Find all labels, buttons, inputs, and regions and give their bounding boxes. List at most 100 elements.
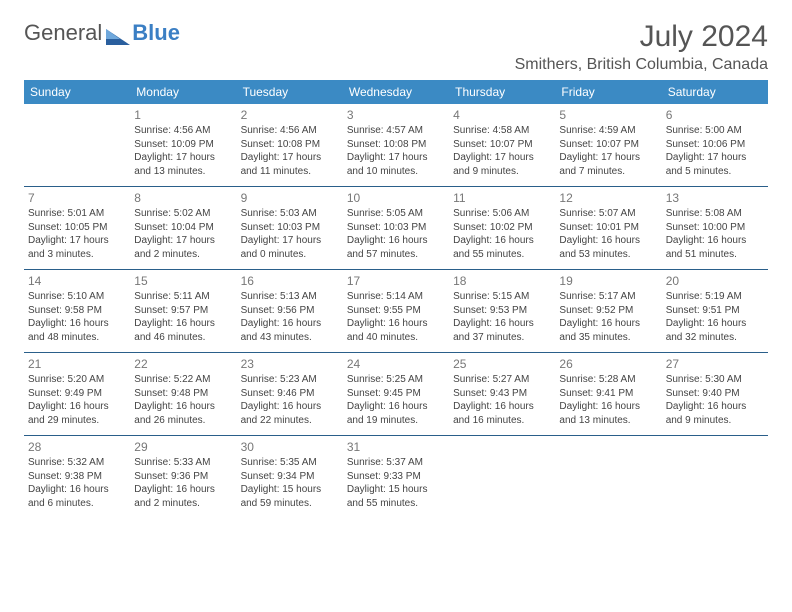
calendar-day-cell: 17Sunrise: 5:14 AMSunset: 9:55 PMDayligh… — [343, 270, 449, 352]
sunrise-text: Sunrise: 5:37 AM — [347, 456, 445, 470]
sunrise-text: Sunrise: 5:02 AM — [134, 207, 232, 221]
sunset-text: Sunset: 9:57 PM — [134, 304, 232, 318]
daylight-text: Daylight: 16 hours and 43 minutes. — [241, 317, 339, 344]
sunrise-text: Sunrise: 5:32 AM — [28, 456, 126, 470]
calendar-day-cell: 14Sunrise: 5:10 AMSunset: 9:58 PMDayligh… — [24, 270, 130, 352]
day-number: 13 — [666, 190, 764, 206]
calendar-day-cell: 28Sunrise: 5:32 AMSunset: 9:38 PMDayligh… — [24, 436, 130, 518]
daylight-text: Daylight: 17 hours and 5 minutes. — [666, 151, 764, 178]
sunset-text: Sunset: 9:41 PM — [559, 387, 657, 401]
calendar-day-cell: 29Sunrise: 5:33 AMSunset: 9:36 PMDayligh… — [130, 436, 236, 518]
day-number: 29 — [134, 439, 232, 455]
sunrise-text: Sunrise: 5:33 AM — [134, 456, 232, 470]
day-number: 12 — [559, 190, 657, 206]
sunrise-text: Sunrise: 5:06 AM — [453, 207, 551, 221]
sunset-text: Sunset: 9:40 PM — [666, 387, 764, 401]
daylight-text: Daylight: 16 hours and 32 minutes. — [666, 317, 764, 344]
day-number: 25 — [453, 356, 551, 372]
sunrise-text: Sunrise: 5:14 AM — [347, 290, 445, 304]
day-number: 28 — [28, 439, 126, 455]
day-number: 3 — [347, 107, 445, 123]
daylight-text: Daylight: 16 hours and 40 minutes. — [347, 317, 445, 344]
daylight-text: Daylight: 16 hours and 46 minutes. — [134, 317, 232, 344]
calendar-page: General Blue July 2024 Smithers, British… — [0, 0, 792, 538]
daylight-text: Daylight: 16 hours and 9 minutes. — [666, 400, 764, 427]
sunset-text: Sunset: 10:06 PM — [666, 138, 764, 152]
calendar-week-row: 1Sunrise: 4:56 AMSunset: 10:09 PMDayligh… — [24, 104, 768, 186]
calendar-day-cell: 21Sunrise: 5:20 AMSunset: 9:49 PMDayligh… — [24, 353, 130, 435]
day-number: 4 — [453, 107, 551, 123]
sunrise-text: Sunrise: 5:28 AM — [559, 373, 657, 387]
daylight-text: Daylight: 15 hours and 59 minutes. — [241, 483, 339, 510]
sunrise-text: Sunrise: 5:03 AM — [241, 207, 339, 221]
logo-text-2: Blue — [132, 20, 180, 46]
daylight-text: Daylight: 16 hours and 55 minutes. — [453, 234, 551, 261]
month-title: July 2024 — [515, 20, 768, 54]
calendar-day-cell: 13Sunrise: 5:08 AMSunset: 10:00 PMDaylig… — [662, 187, 768, 269]
calendar-day-cell: 18Sunrise: 5:15 AMSunset: 9:53 PMDayligh… — [449, 270, 555, 352]
sunset-text: Sunset: 9:43 PM — [453, 387, 551, 401]
sunrise-text: Sunrise: 5:20 AM — [28, 373, 126, 387]
calendar-day-cell: 19Sunrise: 5:17 AMSunset: 9:52 PMDayligh… — [555, 270, 661, 352]
day-number: 21 — [28, 356, 126, 372]
day-number: 10 — [347, 190, 445, 206]
day-number: 6 — [666, 107, 764, 123]
daylight-text: Daylight: 17 hours and 0 minutes. — [241, 234, 339, 261]
day-number: 20 — [666, 273, 764, 289]
sunrise-text: Sunrise: 5:13 AM — [241, 290, 339, 304]
sunset-text: Sunset: 9:45 PM — [347, 387, 445, 401]
daylight-text: Daylight: 16 hours and 37 minutes. — [453, 317, 551, 344]
sunset-text: Sunset: 9:58 PM — [28, 304, 126, 318]
sunrise-text: Sunrise: 4:59 AM — [559, 124, 657, 138]
sunrise-text: Sunrise: 5:35 AM — [241, 456, 339, 470]
sunrise-text: Sunrise: 5:08 AM — [666, 207, 764, 221]
day-number: 24 — [347, 356, 445, 372]
calendar-week-row: 14Sunrise: 5:10 AMSunset: 9:58 PMDayligh… — [24, 270, 768, 352]
sunset-text: Sunset: 9:46 PM — [241, 387, 339, 401]
sunset-text: Sunset: 10:07 PM — [453, 138, 551, 152]
day-number: 16 — [241, 273, 339, 289]
day-number: 11 — [453, 190, 551, 206]
sunset-text: Sunset: 10:03 PM — [347, 221, 445, 235]
daylight-text: Daylight: 16 hours and 51 minutes. — [666, 234, 764, 261]
day-number: 17 — [347, 273, 445, 289]
sunrise-text: Sunrise: 5:01 AM — [28, 207, 126, 221]
sunset-text: Sunset: 9:33 PM — [347, 470, 445, 484]
calendar-day-cell — [24, 104, 130, 186]
sunset-text: Sunset: 9:51 PM — [666, 304, 764, 318]
daylight-text: Daylight: 16 hours and 29 minutes. — [28, 400, 126, 427]
sunset-text: Sunset: 10:04 PM — [134, 221, 232, 235]
daylight-text: Daylight: 16 hours and 22 minutes. — [241, 400, 339, 427]
sunrise-text: Sunrise: 5:22 AM — [134, 373, 232, 387]
day-number: 22 — [134, 356, 232, 372]
calendar-week-row: 21Sunrise: 5:20 AMSunset: 9:49 PMDayligh… — [24, 353, 768, 435]
weekday-header: Saturday — [662, 80, 768, 104]
calendar-day-cell: 3Sunrise: 4:57 AMSunset: 10:08 PMDayligh… — [343, 104, 449, 186]
sunset-text: Sunset: 9:52 PM — [559, 304, 657, 318]
calendar-day-cell: 2Sunrise: 4:56 AMSunset: 10:08 PMDayligh… — [237, 104, 343, 186]
sunset-text: Sunset: 9:56 PM — [241, 304, 339, 318]
calendar-header-row: SundayMondayTuesdayWednesdayThursdayFrid… — [24, 80, 768, 104]
calendar-day-cell: 20Sunrise: 5:19 AMSunset: 9:51 PMDayligh… — [662, 270, 768, 352]
calendar-body: 1Sunrise: 4:56 AMSunset: 10:09 PMDayligh… — [24, 104, 768, 518]
logo: General Blue — [24, 20, 180, 46]
calendar-day-cell: 4Sunrise: 4:58 AMSunset: 10:07 PMDayligh… — [449, 104, 555, 186]
day-number: 2 — [241, 107, 339, 123]
sunset-text: Sunset: 10:08 PM — [241, 138, 339, 152]
calendar-day-cell: 15Sunrise: 5:11 AMSunset: 9:57 PMDayligh… — [130, 270, 236, 352]
sunrise-text: Sunrise: 5:00 AM — [666, 124, 764, 138]
location-subtitle: Smithers, British Columbia, Canada — [515, 56, 768, 74]
calendar-day-cell: 11Sunrise: 5:06 AMSunset: 10:02 PMDaylig… — [449, 187, 555, 269]
weekday-header: Monday — [130, 80, 236, 104]
sunset-text: Sunset: 9:36 PM — [134, 470, 232, 484]
day-number: 7 — [28, 190, 126, 206]
day-number: 15 — [134, 273, 232, 289]
calendar-day-cell: 12Sunrise: 5:07 AMSunset: 10:01 PMDaylig… — [555, 187, 661, 269]
daylight-text: Daylight: 16 hours and 2 minutes. — [134, 483, 232, 510]
sunset-text: Sunset: 10:07 PM — [559, 138, 657, 152]
sunset-text: Sunset: 10:09 PM — [134, 138, 232, 152]
sunset-text: Sunset: 10:00 PM — [666, 221, 764, 235]
calendar-week-row: 28Sunrise: 5:32 AMSunset: 9:38 PMDayligh… — [24, 436, 768, 518]
sunrise-text: Sunrise: 4:58 AM — [453, 124, 551, 138]
sunrise-text: Sunrise: 4:57 AM — [347, 124, 445, 138]
